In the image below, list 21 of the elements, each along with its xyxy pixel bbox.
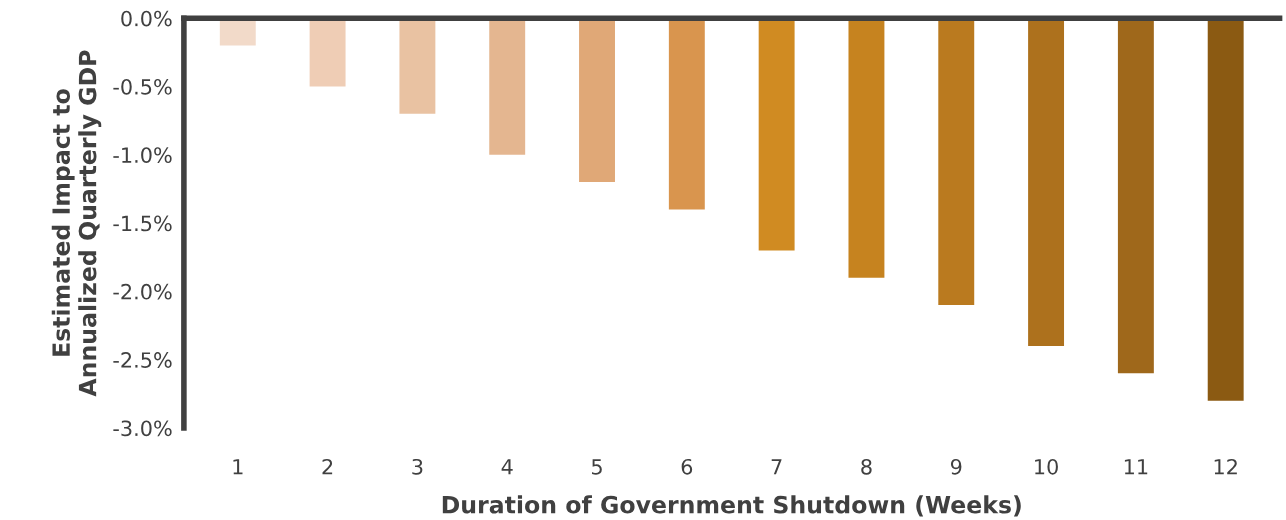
x-tick-label: 11	[1124, 459, 1148, 475]
x-tick-label: 5	[592, 459, 602, 475]
x-tick-label: 4	[501, 459, 513, 475]
y-tick-label: -0.5%	[113, 78, 172, 95]
x-tick-label: 1	[233, 459, 243, 475]
x-tick-label: 6	[681, 458, 693, 475]
y-tick-label: -2.5%	[113, 352, 172, 368]
x-tick-label: 2	[322, 458, 333, 475]
y-tick-label: -1.0%	[113, 147, 172, 163]
x-tick-label: 8	[861, 458, 872, 475]
x-axis-title: Duration of Government Shutdown (Weeks)	[442, 495, 1021, 517]
y-tick-label: -3.0%	[113, 420, 172, 437]
x-tick-label: 12	[1214, 458, 1237, 475]
x-tick-label: 9	[950, 458, 962, 475]
y-tick-label: -1.5%	[113, 215, 172, 232]
x-tick-label: 10	[1035, 458, 1058, 475]
y-axis-title: Estimated Impact to Annualized Quarterly GDP	[51, 50, 102, 397]
y-tick-label: 0.0%	[121, 10, 172, 27]
y-tick-label: -2.0%	[113, 283, 172, 300]
x-tick-label: 7	[771, 459, 782, 475]
x-tick-label: 3	[412, 458, 423, 475]
